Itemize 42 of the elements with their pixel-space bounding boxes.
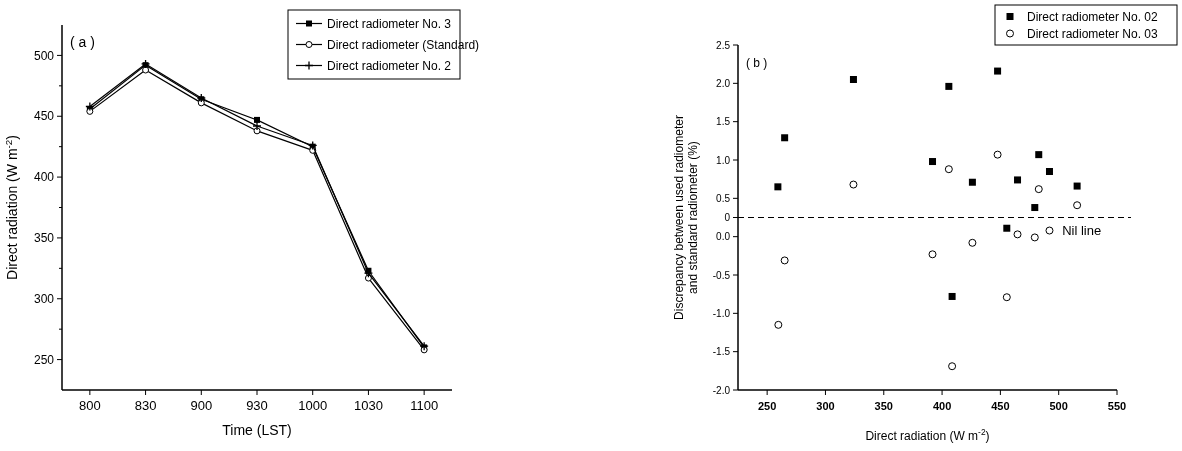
x-tick-label: 400 [932,400,952,412]
legend-label: Direct radiometer No. 03 [1027,26,1159,41]
y-tick-label: -2.0 [712,384,731,396]
annotation: ( b ) [746,56,768,70]
x-tick-label: 1030 [353,398,383,413]
x-tick-label: 300 [816,400,835,412]
x-tick-label: 830 [134,398,157,413]
y-tick-label: 0.0 [716,231,731,243]
y-axis-title: Discrepancy between used radiometer and standard radiometer (%) [672,115,701,320]
y-tick-label: 500 [33,48,55,63]
y-tick-label: 0.5 [716,192,731,204]
x-tick-label: 450 [991,400,1010,412]
y-tick-label: 1.5 [716,116,731,128]
y-tick-label: 2.5 [716,39,731,51]
x-tick-label: 500 [1049,400,1068,412]
ref-line-label: Nil line [1062,222,1102,238]
y-tick-label: 1.0 [716,154,731,166]
x-axis-title: Direct radiation (W m$^{-2}$) [865,427,990,443]
y-tick-label: 300 [33,291,55,306]
legend-label: Direct radiometer No. 02 [1027,9,1159,24]
y-tick-label: 400 [33,170,55,185]
y-tick-label: -0.5 [712,269,731,281]
y-tick-label: 2.0 [716,77,731,89]
y-tick-label: -1.0 [712,307,731,319]
x-tick-label: 900 [190,398,213,413]
x-tick-label: 1000 [298,398,328,413]
y-tick-label: 0 [724,212,731,223]
y-tick-label: 350 [33,231,55,246]
legend-label: Direct radiometer No. 3 [327,16,452,31]
x-tick-label: 250 [757,400,777,412]
y-tick-label: -1.5 [712,346,731,358]
x-tick-label: 930 [246,398,268,413]
y-tick-label: 250 [33,352,55,367]
x-axis-title: Time (LST) [222,422,292,438]
y-tick-label: 450 [33,109,55,124]
annotation: ( a ) [70,34,95,50]
x-tick-label: 550 [1107,400,1127,412]
x-tick-label: 1100 [410,398,439,413]
x-tick-label: 350 [874,400,893,412]
legend-label: Direct radiometer (Standard) [327,37,480,52]
x-tick-label: 800 [79,398,101,413]
legend-label: Direct radiometer No. 2 [327,58,452,73]
